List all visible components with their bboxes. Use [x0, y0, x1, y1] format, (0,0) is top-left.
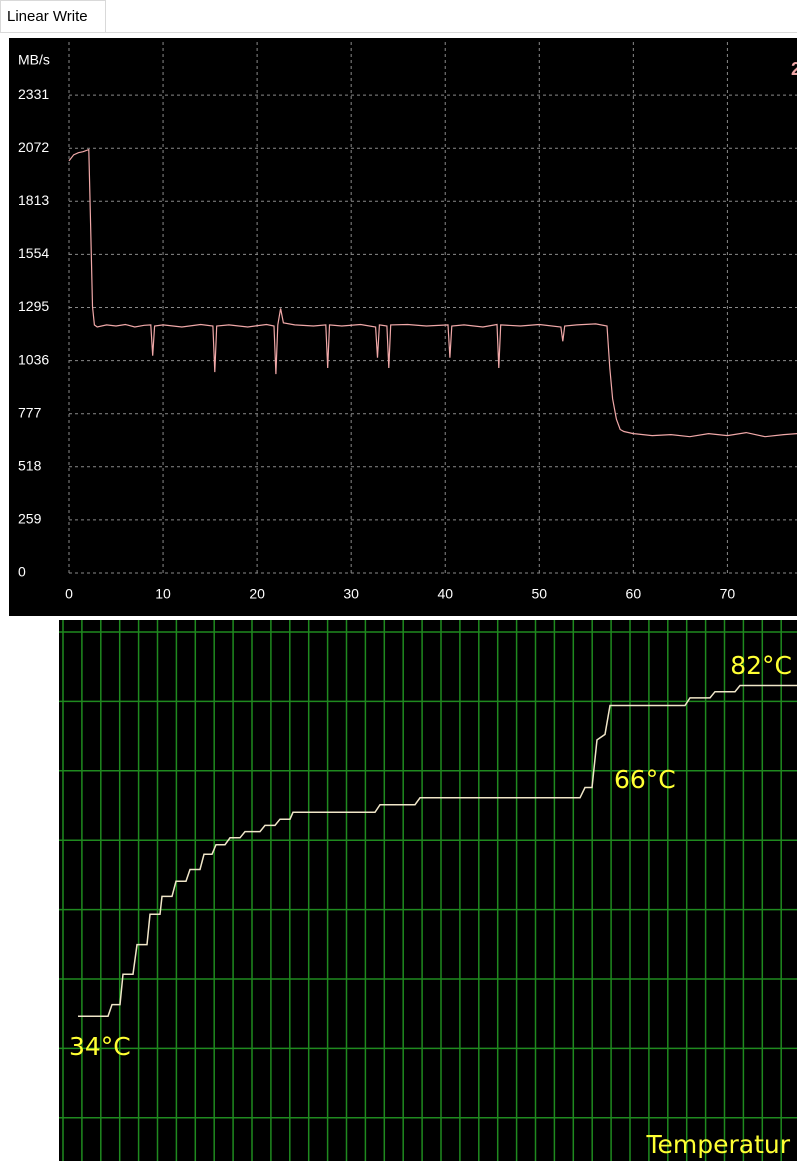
x-tick-label: 10: [155, 586, 171, 602]
y-tick-label: 1036: [18, 351, 49, 367]
y-tick-label: 2331: [18, 86, 49, 102]
speed-panel: [9, 38, 797, 616]
temperature-line: [78, 684, 797, 1018]
temperature-label: 34°C: [69, 1032, 131, 1061]
y-tick-label: 259: [18, 511, 42, 527]
x-tick-label: 40: [437, 586, 453, 602]
chart-title: Temperatur: [645, 1130, 790, 1159]
temperature-panel: [59, 620, 797, 1161]
x-tick-label: 20: [249, 586, 265, 602]
y-axis-label: MB/s: [18, 52, 50, 68]
tab[interactable]: [0, 0, 106, 33]
y-tick-label: 0: [18, 564, 26, 580]
x-tick-label: 30: [343, 586, 359, 602]
speed-chart: MB/s 202595187771036129515541813207223310…: [18, 42, 797, 602]
y-tick-label: 518: [18, 458, 42, 474]
x-tick-label: 70: [720, 586, 736, 602]
y-tick-label: 1295: [18, 298, 49, 314]
temperature-label: 82°C: [730, 651, 792, 680]
x-tick-label: 0: [65, 586, 73, 602]
tab-strip-line: [0, 32, 797, 33]
y-tick-label: 2072: [18, 139, 49, 155]
tab-label[interactable]: Linear Write: [7, 8, 88, 25]
y-tick-label: 1813: [18, 192, 49, 208]
x-tick-label: 60: [626, 586, 642, 602]
temperature-chart: 34°C 66°C 82°C Temperatur: [59, 620, 797, 1161]
speed-line: [68, 148, 797, 438]
x-tick-label: 50: [531, 586, 547, 602]
annotation: 2: [791, 59, 797, 79]
y-tick-label: 777: [18, 404, 42, 420]
y-tick-label: 1554: [18, 245, 49, 261]
temperature-label: 66°C: [614, 765, 676, 794]
